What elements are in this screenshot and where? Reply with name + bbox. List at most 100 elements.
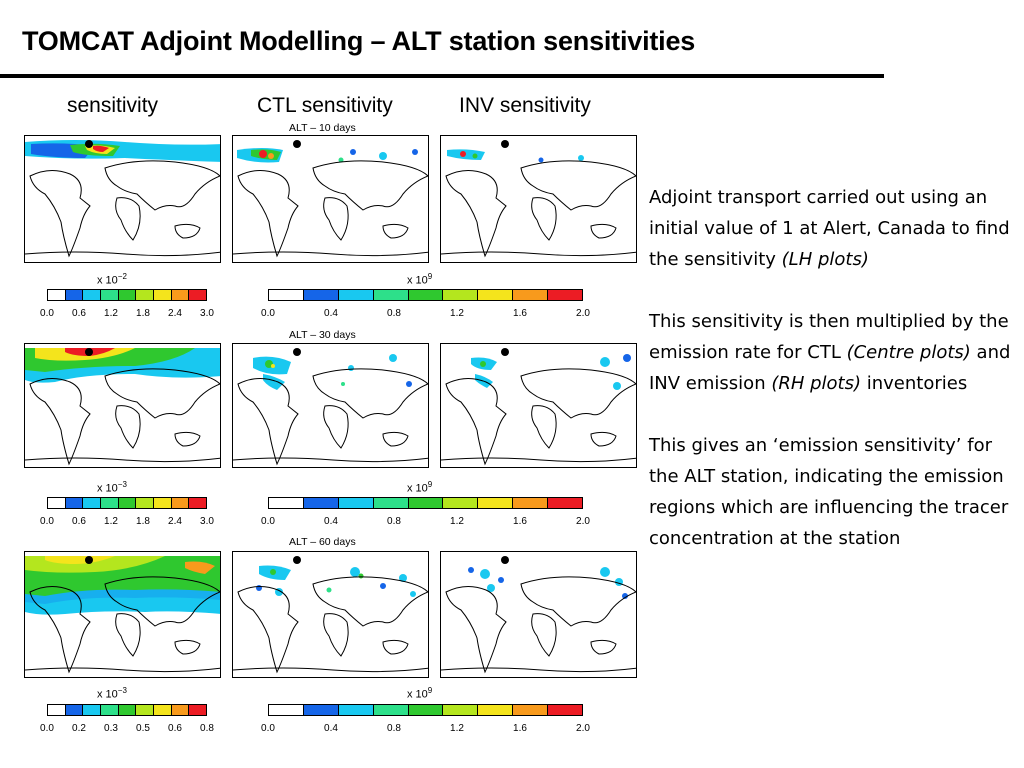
colorbar-tick-label: 0.3 — [104, 723, 118, 734]
colorbar-tick-label: 2.0 — [576, 723, 590, 734]
colorbar-tick-label: 0.6 — [72, 516, 86, 527]
colorbar-swatch — [189, 705, 207, 715]
colorbar-swatch — [303, 498, 339, 508]
colorbar-swatch — [269, 290, 304, 300]
colorbar-swatch — [83, 498, 102, 508]
colorbar-swatch — [269, 498, 304, 508]
colorbar-tick-label: 2.0 — [576, 516, 590, 527]
colorbar-multiplier-right-row2: x 109 — [407, 480, 433, 495]
colorbar-swatch — [443, 705, 479, 715]
map-sensitivity-10-days — [24, 135, 221, 263]
colorbar-tick-label: 1.2 — [450, 308, 464, 319]
colorbar-swatch — [548, 705, 583, 715]
colorbar-swatch — [189, 290, 207, 300]
colorbar-swatch — [83, 705, 102, 715]
colorbar-swatch — [269, 705, 304, 715]
colorbar-swatch — [101, 705, 119, 715]
colorbar-swatch — [408, 290, 444, 300]
map-ctl-sensitivity-10-days — [232, 135, 429, 263]
colorbar-swatch — [408, 705, 444, 715]
colorbar-swatch — [408, 498, 444, 508]
paragraph-adjoint-transport: Adjoint transport carried out using an i… — [649, 187, 1010, 270]
colorbar-swatch — [478, 705, 514, 715]
colorbar-tick-label: 0.0 — [40, 308, 54, 319]
colorbar-tick-label: 3.0 — [200, 516, 214, 527]
colorbar-swatch — [303, 705, 339, 715]
colorbar-swatch — [548, 290, 583, 300]
slide-title: TOMCAT Adjoint Modelling – ALT station s… — [22, 26, 696, 56]
map-sensitivity-30-days — [24, 343, 221, 468]
colorbar-swatch — [48, 498, 66, 508]
colorbar-swatch — [338, 290, 374, 300]
colorbar-tick-label: 0.0 — [261, 308, 275, 319]
colorbar-swatch — [171, 498, 190, 508]
paragraph-emission-multiplication: This sensitivity is then multiplied by t… — [649, 311, 1011, 394]
map-sensitivity-60-days — [24, 551, 221, 678]
colorbar-tick-label: 1.2 — [104, 308, 118, 319]
colorbar-swatch — [101, 290, 119, 300]
colorbar-right-row3 — [268, 704, 583, 716]
colorbar-tick-label: 3.0 — [200, 308, 214, 319]
colorbar-right-row2 — [268, 497, 583, 509]
map-inv-sensitivity-10-days — [440, 135, 637, 263]
colorbar-multiplier-left-row2: x 10−3 — [97, 480, 127, 495]
panel-label-60-days: ALT – 60 days — [289, 536, 356, 548]
colorbar-swatch — [443, 498, 479, 508]
paragraph-emission-sensitivity: This gives an ‘emission sensitivity’ for… — [649, 435, 1009, 549]
colorbar-tick-label: 0.0 — [40, 516, 54, 527]
colorbar-multiplier-right-row3: x 109 — [407, 686, 433, 701]
colorbar-swatch — [136, 705, 155, 715]
colorbar-tick-label: 0.0 — [40, 723, 54, 734]
colorbar-tick-label: 2.0 — [576, 308, 590, 319]
colorbar-swatch — [65, 705, 84, 715]
colorbar-tick-label: 0.4 — [324, 723, 338, 734]
colorbar-tick-label: 1.6 — [513, 723, 527, 734]
panel-label-30-days: ALT – 30 days — [289, 329, 356, 341]
colorbar-swatch — [513, 705, 549, 715]
explanation-text: Adjoint transport carried out using an i… — [649, 182, 1017, 585]
colorbar-swatch — [189, 498, 207, 508]
column-header-sensitivity: sensitivity — [67, 94, 159, 117]
colorbar-tick-label: 2.4 — [168, 308, 182, 319]
colorbar-tick-label: 0.5 — [136, 723, 150, 734]
colorbar-swatch — [154, 290, 172, 300]
colorbar-swatch — [154, 498, 172, 508]
colorbar-swatch — [478, 290, 514, 300]
colorbar-swatch — [338, 705, 374, 715]
colorbar-tick-label: 0.4 — [324, 516, 338, 527]
colorbar-tick-label: 1.8 — [136, 308, 150, 319]
colorbar-swatch — [118, 290, 137, 300]
colorbar-swatch — [303, 290, 339, 300]
colorbar-tick-label: 1.2 — [450, 723, 464, 734]
column-header-ctl-sensitivity: CTL sensitivity — [257, 94, 393, 117]
panel-label-10-days: ALT – 10 days — [289, 122, 356, 134]
colorbar-tick-label: 0.0 — [261, 723, 275, 734]
colorbar-tick-label: 0.8 — [387, 723, 401, 734]
colorbar-swatch — [513, 290, 549, 300]
colorbar-tick-label: 2.4 — [168, 516, 182, 527]
colorbar-swatch — [136, 498, 155, 508]
colorbar-swatch — [101, 498, 119, 508]
colorbar-tick-label: 0.6 — [72, 308, 86, 319]
title-underline — [0, 74, 884, 78]
colorbar-swatch — [136, 290, 155, 300]
colorbar-swatch — [338, 498, 374, 508]
colorbar-swatch — [478, 498, 514, 508]
colorbar-left-row2 — [47, 497, 207, 509]
colorbar-swatch — [118, 498, 137, 508]
colorbar-left-row3 — [47, 704, 207, 716]
colorbar-tick-label: 0.8 — [387, 308, 401, 319]
colorbar-tick-label: 0.4 — [324, 308, 338, 319]
map-ctl-sensitivity-60-days — [232, 551, 429, 678]
colorbar-tick-label: 1.2 — [104, 516, 118, 527]
colorbar-swatch — [373, 498, 409, 508]
colorbar-right-row1 — [268, 289, 583, 301]
colorbar-swatch — [65, 290, 84, 300]
colorbar-tick-label: 0.8 — [387, 516, 401, 527]
colorbar-swatch — [171, 705, 190, 715]
colorbar-tick-label: 1.6 — [513, 308, 527, 319]
colorbar-multiplier-right-row1: x 109 — [407, 272, 433, 287]
colorbar-tick-label: 0.6 — [168, 723, 182, 734]
colorbar-tick-label: 0.2 — [72, 723, 86, 734]
colorbar-swatch — [443, 290, 479, 300]
